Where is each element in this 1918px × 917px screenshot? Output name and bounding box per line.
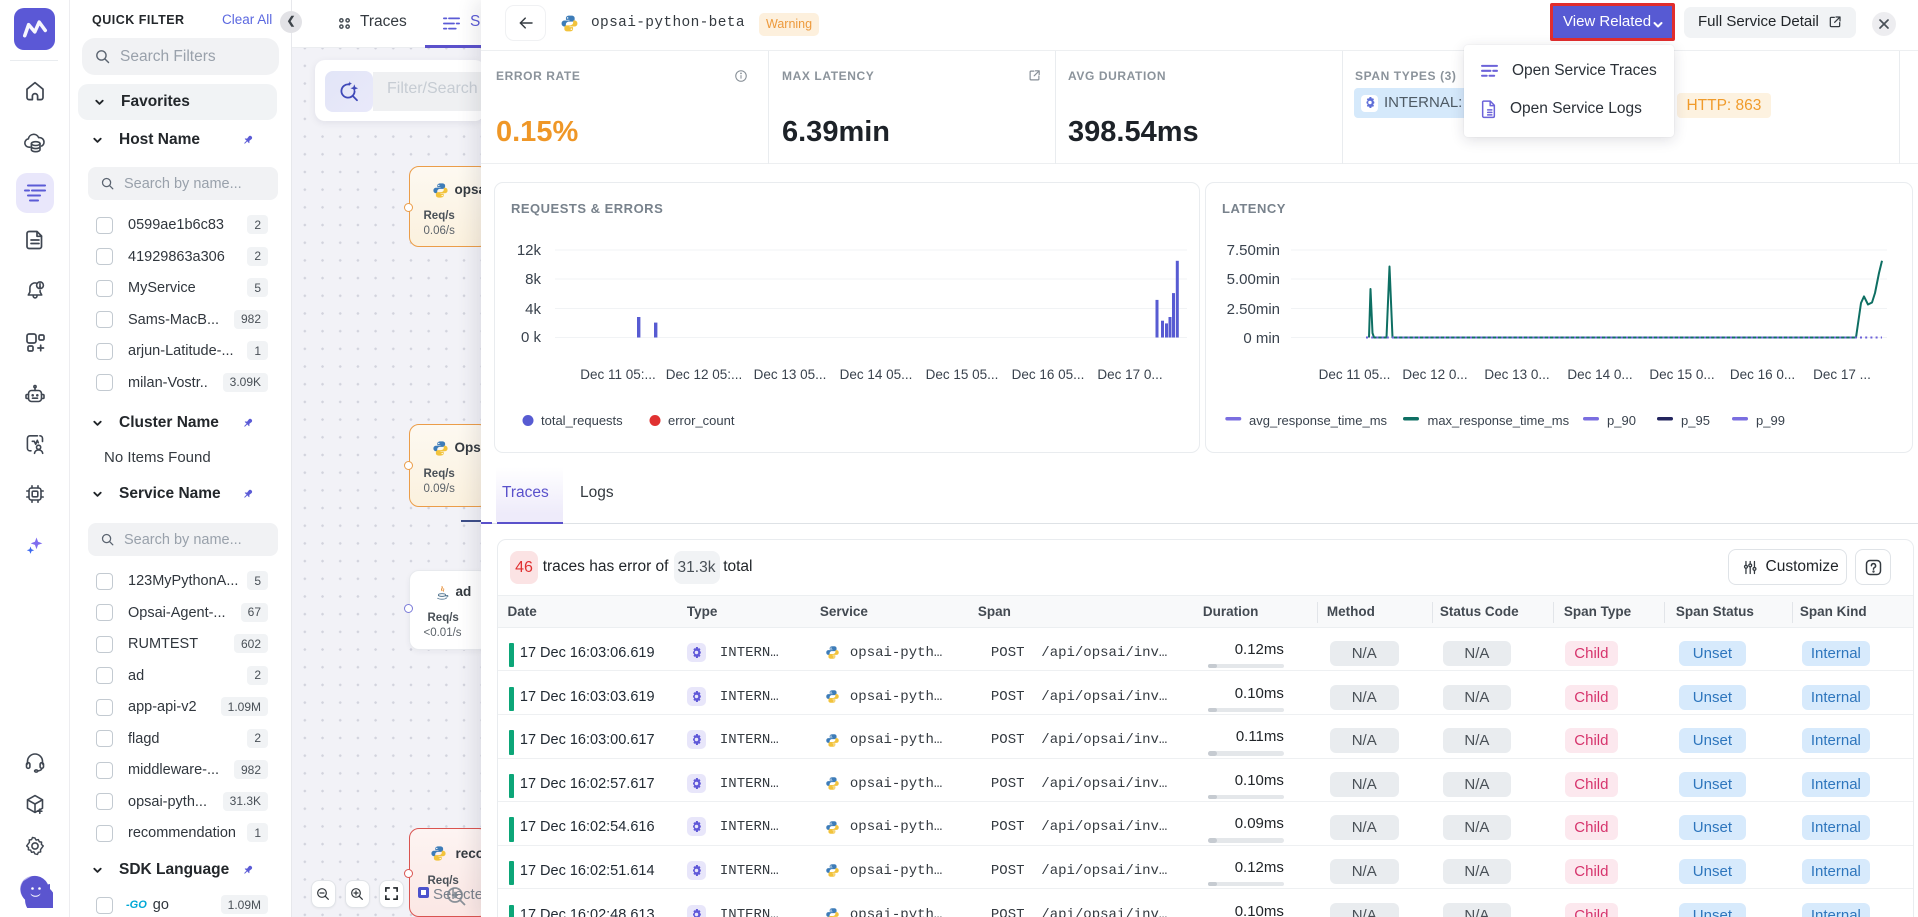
svg-text:Dec 11 05...: Dec 11 05... — [1319, 367, 1391, 382]
svg-text:8k: 8k — [525, 271, 541, 288]
svg-text:Dec 15 05...: Dec 15 05... — [926, 367, 999, 382]
svg-text:Dec 14 05...: Dec 14 05... — [840, 367, 913, 382]
svg-text:Dec 13 05...: Dec 13 05... — [754, 367, 827, 382]
svg-text:error_count: error_count — [668, 413, 735, 428]
svg-text:Dec 13 0...: Dec 13 0... — [1484, 367, 1549, 382]
svg-text:Dec 11 05:...: Dec 11 05:... — [580, 367, 656, 382]
svg-text:4k: 4k — [525, 301, 541, 318]
svg-text:0 k: 0 k — [521, 329, 542, 346]
svg-text:7.50min: 7.50min — [1227, 242, 1280, 259]
svg-text:Dec 12 0...: Dec 12 0... — [1402, 367, 1467, 382]
svg-text:12k: 12k — [517, 242, 542, 259]
svg-text:p_90: p_90 — [1607, 413, 1636, 428]
svg-text:Dec 12 05:...: Dec 12 05:... — [666, 367, 743, 382]
svg-text:Dec 16 0...: Dec 16 0... — [1730, 367, 1795, 382]
svg-text:p_99: p_99 — [1756, 413, 1785, 428]
svg-text:Dec 15 0...: Dec 15 0... — [1649, 367, 1714, 382]
svg-text:0 min: 0 min — [1243, 330, 1280, 347]
svg-text:Dec 17 0...: Dec 17 0... — [1097, 367, 1162, 382]
svg-text:Dec 14 0...: Dec 14 0... — [1567, 367, 1632, 382]
svg-text:LATENCY: LATENCY — [1222, 201, 1286, 216]
svg-text:2.50min: 2.50min — [1227, 301, 1280, 318]
svg-text:max_response_time_ms: max_response_time_ms — [1428, 413, 1570, 428]
svg-text:avg_response_time_ms: avg_response_time_ms — [1249, 413, 1388, 428]
svg-text:REQUESTS & ERRORS: REQUESTS & ERRORS — [511, 201, 663, 216]
svg-text:total_requests: total_requests — [541, 413, 623, 428]
svg-text:Dec 17 ...: Dec 17 ... — [1813, 367, 1871, 382]
svg-text:5.00min: 5.00min — [1227, 271, 1280, 288]
svg-text:p_95: p_95 — [1681, 413, 1710, 428]
svg-text:Dec 16 05...: Dec 16 05... — [1012, 367, 1085, 382]
